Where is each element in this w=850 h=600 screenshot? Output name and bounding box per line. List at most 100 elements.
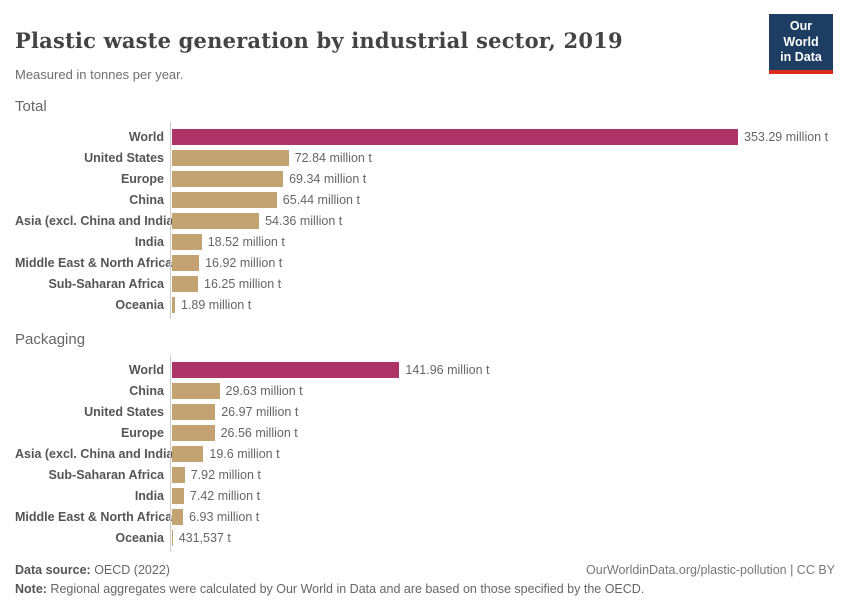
bar-india[interactable]	[172, 487, 184, 504]
value-label: 29.63 million t	[225, 383, 303, 398]
bar-track: 16.25 million t	[172, 273, 835, 294]
category-label-sub-saharan-africa: Sub-Saharan Africa	[48, 467, 164, 482]
owid-logo[interactable]: Our World in Data	[769, 14, 833, 74]
bar-row: China 29.63 million t	[15, 380, 835, 401]
bar-track: 7.92 million t	[172, 464, 835, 485]
bar-track: 7.42 million t	[172, 485, 835, 506]
chart-footer: Data source: OECD (2022) OurWorldinData.…	[15, 561, 835, 599]
category-label-asia-excl-china-and-india: Asia (excl. China and India)	[15, 213, 178, 228]
category-label-india: India	[134, 234, 164, 249]
category-label-china: China	[129, 192, 164, 207]
category-label-united-states: United States	[84, 150, 164, 165]
bar-track: 29.63 million t	[172, 380, 835, 401]
bar-china[interactable]	[172, 382, 220, 399]
category-label-asia-excl-china-and-india: Asia (excl. China and India)	[15, 446, 178, 461]
bar-chart-total: World 353.29 million t United States 72.84 …	[15, 122, 835, 320]
value-label: 141.96 million t	[405, 362, 490, 377]
value-label: 54.36 million t	[265, 213, 343, 228]
section-title: Packaging	[15, 331, 86, 349]
bar-row: India 7.42 million t	[15, 485, 835, 506]
bar-track: 353.29 million t	[172, 126, 835, 147]
bar-chart-packaging: World 141.96 million t China 29.63 million …	[15, 355, 835, 553]
bar-sub-saharan-africa[interactable]	[172, 275, 198, 292]
data-source: Data source: OECD (2022)	[15, 561, 170, 580]
bar-europe[interactable]	[172, 424, 215, 441]
chart-subtitle: Measured in tonnes per year.	[15, 67, 184, 83]
value-label: 353.29 million t	[744, 129, 829, 144]
section-total: Total World 353.29 million t United States…	[15, 98, 835, 320]
value-label: 16.92 million t	[205, 255, 283, 270]
bar-row: Oceania 1.89 million t	[15, 294, 835, 315]
bar-united-states[interactable]	[172, 403, 216, 420]
bar-track: 141.96 million t	[172, 359, 835, 380]
value-label: 26.56 million t	[220, 425, 298, 440]
owid-logo-line2: in Data	[780, 50, 822, 65]
value-label: 431,537 t	[178, 530, 231, 545]
bar-row: United States 26.97 million t	[15, 401, 835, 422]
chart-note: Note: Regional aggregates were calculate…	[15, 580, 835, 599]
value-label: 72.84 million t	[294, 150, 372, 165]
data-source-label: Data source:	[15, 563, 91, 578]
bar-middle-east-north-africa[interactable]	[172, 254, 200, 271]
value-label: 7.92 million t	[190, 467, 261, 482]
section-title: Total	[15, 98, 47, 116]
category-label-europe: Europe	[120, 425, 164, 440]
category-label-india: India	[134, 488, 164, 503]
bar-row: Sub-Saharan Africa 7.92 million t	[15, 464, 835, 485]
bar-world[interactable]	[172, 128, 738, 145]
value-label: 6.93 million t	[189, 509, 260, 524]
bar-track: 69.34 million t	[172, 168, 835, 189]
category-label-world: World	[128, 362, 164, 377]
category-label-oceania: Oceania	[115, 530, 164, 545]
bar-middle-east-north-africa[interactable]	[172, 508, 184, 525]
bar-asia-excl-china-and-india[interactable]	[172, 212, 260, 229]
category-label-sub-saharan-africa: Sub-Saharan Africa	[48, 276, 164, 291]
axis-line	[170, 355, 171, 553]
bar-oceania[interactable]	[172, 529, 173, 546]
bar-asia-excl-china-and-india[interactable]	[172, 445, 204, 462]
bar-track: 18.52 million t	[172, 231, 835, 252]
value-label: 7.42 million t	[189, 488, 261, 503]
bar-track: 54.36 million t	[172, 210, 835, 231]
bar-china[interactable]	[172, 191, 277, 208]
category-label-middle-east-north-africa: Middle East & North Africa	[15, 509, 173, 524]
value-label: 19.6 million t	[209, 446, 280, 461]
bar-track: 26.56 million t	[172, 422, 835, 443]
bar-track: 26.97 million t	[172, 401, 835, 422]
bar-row: Asia (excl. China and India) 19.6 million…	[15, 443, 835, 464]
bar-row: World 141.96 million t	[15, 359, 835, 380]
bar-row: Europe 26.56 million t	[15, 422, 835, 443]
bar-united-states[interactable]	[172, 149, 289, 166]
attribution-link[interactable]: OurWorldinData.org/plastic-pollution | C…	[586, 563, 835, 578]
bar-track: 431,537 t	[172, 527, 835, 548]
value-label: 65.44 million t	[282, 192, 360, 207]
bar-europe[interactable]	[172, 170, 284, 187]
bar-sub-saharan-africa[interactable]	[172, 466, 185, 483]
bar-track: 19.6 million t	[172, 443, 835, 464]
bar-oceania[interactable]	[172, 296, 175, 313]
value-label: 18.52 million t	[207, 234, 285, 249]
bar-row: India 18.52 million t	[15, 231, 835, 252]
value-label: 1.89 million t	[181, 297, 252, 312]
data-source-value: OECD (2022)	[90, 563, 170, 578]
bar-row: Sub-Saharan Africa 16.25 million t	[15, 273, 835, 294]
bar-track: 72.84 million t	[172, 147, 835, 168]
value-label: 26.97 million t	[221, 404, 299, 419]
bar-world[interactable]	[172, 361, 400, 378]
bar-row: United States 72.84 million t	[15, 147, 835, 168]
bar-row: World 353.29 million t	[15, 126, 835, 147]
note-label: Note:	[15, 582, 47, 597]
note-value: Regional aggregates were calculated by O…	[46, 582, 645, 597]
category-label-oceania: Oceania	[115, 297, 164, 312]
owid-logo-line1: Our World	[783, 19, 819, 49]
category-label-middle-east-north-africa: Middle East & North Africa	[15, 255, 173, 270]
value-label: 16.25 million t	[204, 276, 282, 291]
category-label-china: China	[129, 383, 164, 398]
bar-row: China 65.44 million t	[15, 189, 835, 210]
bar-track: 16.92 million t	[172, 252, 835, 273]
bar-track: 65.44 million t	[172, 189, 835, 210]
bar-india[interactable]	[172, 233, 202, 250]
bar-row: Asia (excl. China and India) 54.36 millio…	[15, 210, 835, 231]
bar-row: Oceania 431,537 t	[15, 527, 835, 548]
